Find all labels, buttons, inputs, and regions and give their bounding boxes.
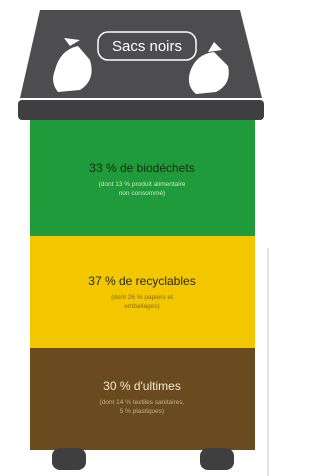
section-note: (dont 14 % textiles sanitaires, <box>100 399 185 406</box>
section-biodechets <box>30 120 255 236</box>
section-note: 5 % plastiques) <box>120 408 164 415</box>
section-note: (dont 13 % produit alimentaire <box>99 181 186 188</box>
rim <box>18 100 264 120</box>
lid-label: Sacs noirs <box>112 38 182 55</box>
section-label: 37 % de recyclables <box>88 274 195 288</box>
section-note: non consommé) <box>119 190 166 197</box>
wheel <box>52 448 86 470</box>
section-recyclables <box>30 236 255 348</box>
bin-infographic: Sacs noirs 33 % de biodéchets (dont 13 %… <box>0 0 280 476</box>
wheel <box>200 448 234 470</box>
section-note: (dont 26 % papiers et <box>111 294 173 301</box>
section-label: 30 % d'ultimes <box>103 379 181 393</box>
section-note: emballages) <box>124 303 159 310</box>
section-label: 33 % de biodéchets <box>89 161 194 175</box>
